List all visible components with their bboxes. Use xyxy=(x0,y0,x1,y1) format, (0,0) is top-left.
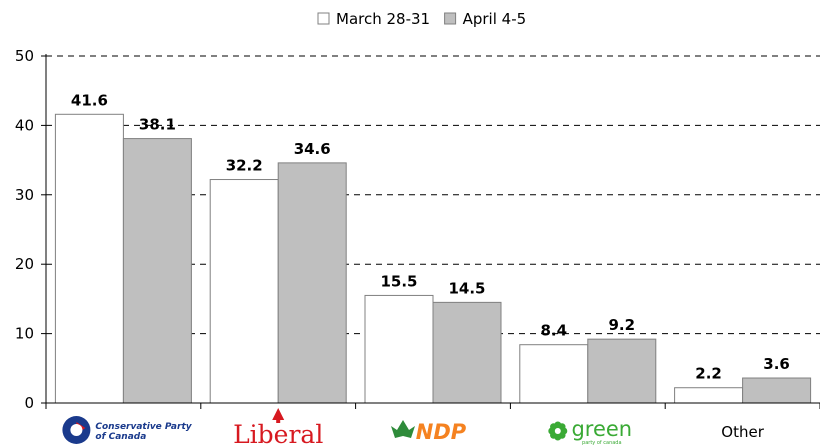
data-label: 2.2 xyxy=(695,365,722,383)
data-label: 9.2 xyxy=(609,316,636,334)
green-logo-tagline: party of canada xyxy=(582,440,622,446)
y-tick-label: 20 xyxy=(15,255,34,273)
legend-swatch xyxy=(317,12,330,25)
legend-label: April 4-5 xyxy=(463,10,527,28)
bar xyxy=(209,179,279,404)
data-label: 32.2 xyxy=(226,157,263,175)
legend: March 28-31 April 4-5 xyxy=(317,10,527,28)
y-tick-label: 50 xyxy=(15,47,34,65)
data-label: 14.5 xyxy=(448,279,485,297)
liberal-logo-text: Liberal xyxy=(233,420,323,447)
bar xyxy=(587,338,657,404)
bar xyxy=(54,113,124,404)
maple-leaf-icon xyxy=(272,408,285,423)
data-label: 8.4 xyxy=(541,322,568,340)
legend-swatch xyxy=(444,12,457,25)
green-logo-text: green xyxy=(571,417,632,441)
green-flower-petal xyxy=(558,423,566,431)
green-flower-center xyxy=(554,428,561,434)
legend-label: March 28-31 xyxy=(336,10,430,28)
data-labels: 41.6 38.1 32.2 34.6 15.5 14.5 8.4 9.2 2.2 3.6 xyxy=(71,91,790,382)
ndp-logo-text: NDP xyxy=(416,420,467,444)
ndp-logo: NDP xyxy=(391,420,467,444)
bar xyxy=(519,344,589,404)
axes: 0 10 20 30 40 50 xyxy=(15,47,820,412)
y-tick-label: 10 xyxy=(15,325,34,343)
data-label: 41.6 xyxy=(71,91,108,109)
bar xyxy=(364,294,434,404)
data-label: 15.5 xyxy=(380,272,417,290)
ndp-leaf-icon xyxy=(391,420,415,438)
data-label: 34.6 xyxy=(294,140,331,158)
conservative-logo-text-line2: of Canada xyxy=(95,432,146,442)
bar xyxy=(674,387,744,404)
y-tick-label: 30 xyxy=(15,186,34,204)
bar xyxy=(432,301,502,404)
data-label: 38.1 xyxy=(139,116,176,134)
bar xyxy=(742,377,812,404)
bars xyxy=(54,113,812,404)
y-tick-label: 40 xyxy=(15,116,34,134)
y-tick-label: 0 xyxy=(24,394,34,412)
bar xyxy=(277,162,347,404)
conservative-logo-text-line1: Conservative Party xyxy=(95,422,192,432)
data-label: 3.6 xyxy=(763,355,790,373)
conservative-logo-inner xyxy=(70,424,83,436)
liberal-logo: Liberal xyxy=(233,408,323,447)
category-label-other: Other xyxy=(721,423,764,441)
bar xyxy=(122,138,192,404)
